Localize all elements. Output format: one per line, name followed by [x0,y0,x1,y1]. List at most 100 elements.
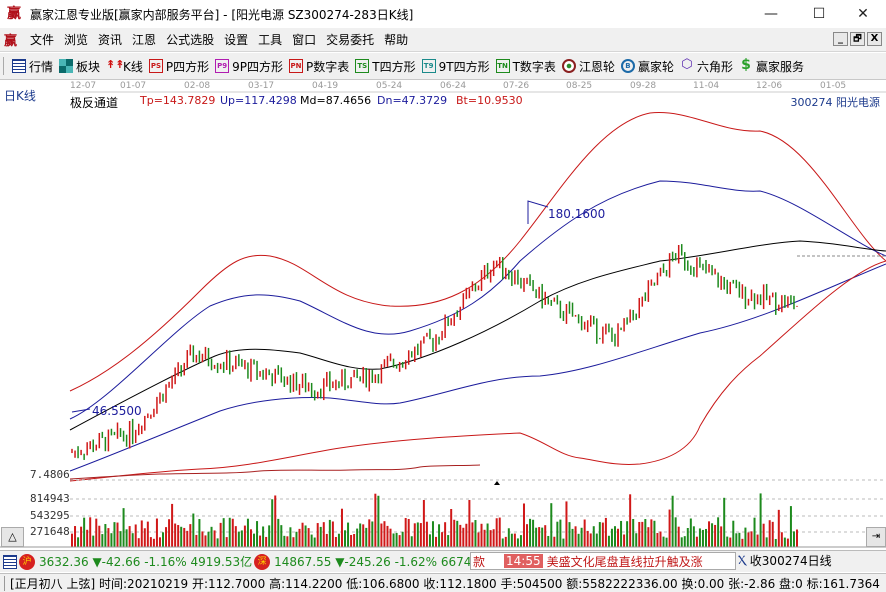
toolbar-grip[interactable] [3,57,6,75]
toolbar-label: 板块 [76,59,101,74]
close-button[interactable]: ✕ [857,6,869,22]
menu-browse[interactable]: 浏览 [64,33,89,47]
toolbar-p-square-button[interactable]: PS P四方形 [148,58,210,75]
date-tick: 07-26 [503,81,530,91]
big-wheel-icon: B [620,59,635,73]
toolbar-9t-square-button[interactable]: T9 9T四方形 [421,58,490,75]
toolbar-label: 六角形 [696,59,733,74]
date-tick: 03-17 [248,81,275,91]
bar-time: 时间:20210219 [99,576,189,591]
window-title: 赢家江恩专业版[赢家内部服务平台] - [阳光电源 SZ300274-283日K… [30,7,414,22]
toolbar-label: 行情 [29,59,54,74]
date-tick: 12-07 [70,81,97,91]
volume-axis-tick: 814943 [30,492,70,505]
toolbar-label: 9T四方形 [438,59,490,74]
toolbar-t-table-button[interactable]: TN T数字表 [495,58,556,75]
menu-trade[interactable]: 交易委托 [326,33,375,47]
toolbar-kline-button[interactable]: ↟↟ K线 [106,58,143,75]
arrow-right-end-icon: ⇥ [871,531,881,542]
menu-tools[interactable]: 工具 [258,33,283,47]
news-headline[interactable]: 美盛文化尾盘直线拉升触及涨 [546,554,703,569]
bar-close: 收:112.1800 [423,576,497,591]
kline-chart-svg[interactable] [0,81,886,548]
indicator-legend: 极反通道 Tp=143.7829 Up=117.4298 Md=87.4656 … [70,94,886,110]
toolbar-label: 赢家轮 [637,59,674,74]
mdi-close-button[interactable]: X [867,32,882,46]
menu-formula-screen[interactable]: 公式选股 [166,33,215,47]
candlesticks [71,244,798,460]
antenna-icon: Ⲭ [738,553,746,567]
collapse-panel-button[interactable]: △ [1,527,24,547]
scroll-end-button[interactable]: ⇥ [866,527,886,547]
toolbar-gann-wheel-button[interactable]: 江恩轮 [561,58,615,75]
date-tick: 05-24 [376,81,403,91]
shenzhen-badge-icon: 深 [254,553,271,570]
stock-label: 300274 阳光电源 [790,96,881,109]
toolbar-label: P四方形 [165,59,210,74]
kline-icon: ↟↟ [106,58,125,71]
status-grip [4,575,6,591]
toolbar-service-button[interactable]: $ 赢家服务 [739,58,804,75]
bar-change: 张:-2.86 [728,576,776,591]
sz-index-pct: -1.62% [394,554,438,569]
news-prev-fragment: 款 [473,554,486,569]
toolbar-label: K线 [123,59,143,74]
volume-axis-tick: 543295 [30,509,70,522]
toolbar-t-square-button[interactable]: TS T四方形 [355,58,416,75]
dollar-icon: $ [741,57,751,73]
date-tick: 01-07 [120,81,147,91]
quotes-grid-icon[interactable] [3,554,17,569]
toolbar-hexagon-button[interactable]: ⬡ 六角形 [680,58,733,75]
news-scroller[interactable]: 款 14:55 美盛文化尾盘直线拉升触及涨 [470,552,736,570]
toolbar-p-table-button[interactable]: PN P数字表 [289,58,349,75]
bar-low: 低:106.6800 [346,576,420,591]
indicator-name[interactable]: 极反通道 [70,96,119,110]
sz-index-value: 14867.55 [274,554,332,569]
bar-open: 开:112.7000 [191,576,266,591]
lunar-date: [正月初八 上弦] [10,576,96,591]
date-tick: 12-06 [756,81,783,91]
date-tick: 04-19 [312,81,339,91]
bar-amount: 额:5582222336.00 [566,576,678,591]
date-tick: 08-25 [566,81,593,91]
toolbar-sectors-button[interactable]: 板块 [59,58,100,75]
menu-logo-icon: 赢 [4,34,18,49]
status-bar: [正月初八 上弦] 时间:20210219 开:112.7000 高:114.2… [0,573,886,592]
pn-icon: PN [289,59,304,73]
low-price-marker: 46.5500 [92,404,142,418]
toolbar-winner-wheel-button[interactable]: B 赢家轮 [620,58,674,75]
mdi-minimize-button[interactable]: _ [833,32,848,46]
menu-window[interactable]: 窗口 [292,33,317,47]
date-tick: 11-04 [693,81,720,91]
toolbar-label: T数字表 [512,59,556,74]
ps-icon: PS [148,59,163,73]
sh-index-amount: 4919.53亿 [190,555,253,569]
bar-pan: 盘:0 [779,576,803,591]
menu-news[interactable]: 资讯 [98,33,123,47]
bar-high: 高:114.2200 [269,576,343,591]
menu-bar: 赢 文件 浏览 资讯 江恩 公式选股 设置 工具 窗口 交易委托 帮助 [0,28,886,52]
period-label[interactable]: 日K线 [4,89,36,103]
menu-gann[interactable]: 江恩 [132,33,157,47]
shanghai-badge-icon: 沪 [19,553,35,570]
kline-chart-area[interactable]: 日K线 12-07 01-07 02-08 03-17 04-19 05-24 … [0,81,886,548]
indicator-dn: Dn=47.3729 [377,94,448,107]
toolbar-label: 9P四方形 [232,59,284,74]
mdi-restore-button[interactable]: 🗗 [850,32,865,46]
menu-help[interactable]: 帮助 [384,33,409,47]
minimize-button[interactable]: — [764,6,778,22]
menu-file[interactable]: 文件 [30,33,55,47]
date-tick: 09-28 [630,81,657,91]
sh-index-change: ▼-42.66 [92,554,141,569]
volume-ratio-label: 7.4806 [30,468,70,481]
news-time: 14:55 [504,554,543,568]
bar-volume: 手:504500 [500,576,563,591]
toolbar-9p-square-button[interactable]: P9 9P四方形 [215,58,283,75]
maximize-button[interactable]: ☐ [812,6,826,22]
toolbar-label: P数字表 [306,59,350,74]
receive-status: Ⲭ 收300274日线 [738,552,832,569]
toolbar: 行情 板块 ↟↟ K线 PS P四方形 P9 9P四方形 PN P数字表 TS T四方形 … [0,53,886,80]
toolbar-quotes-button[interactable]: 行情 [12,58,53,75]
menu-settings[interactable]: 设置 [224,33,249,47]
p9-icon: P9 [215,59,230,73]
